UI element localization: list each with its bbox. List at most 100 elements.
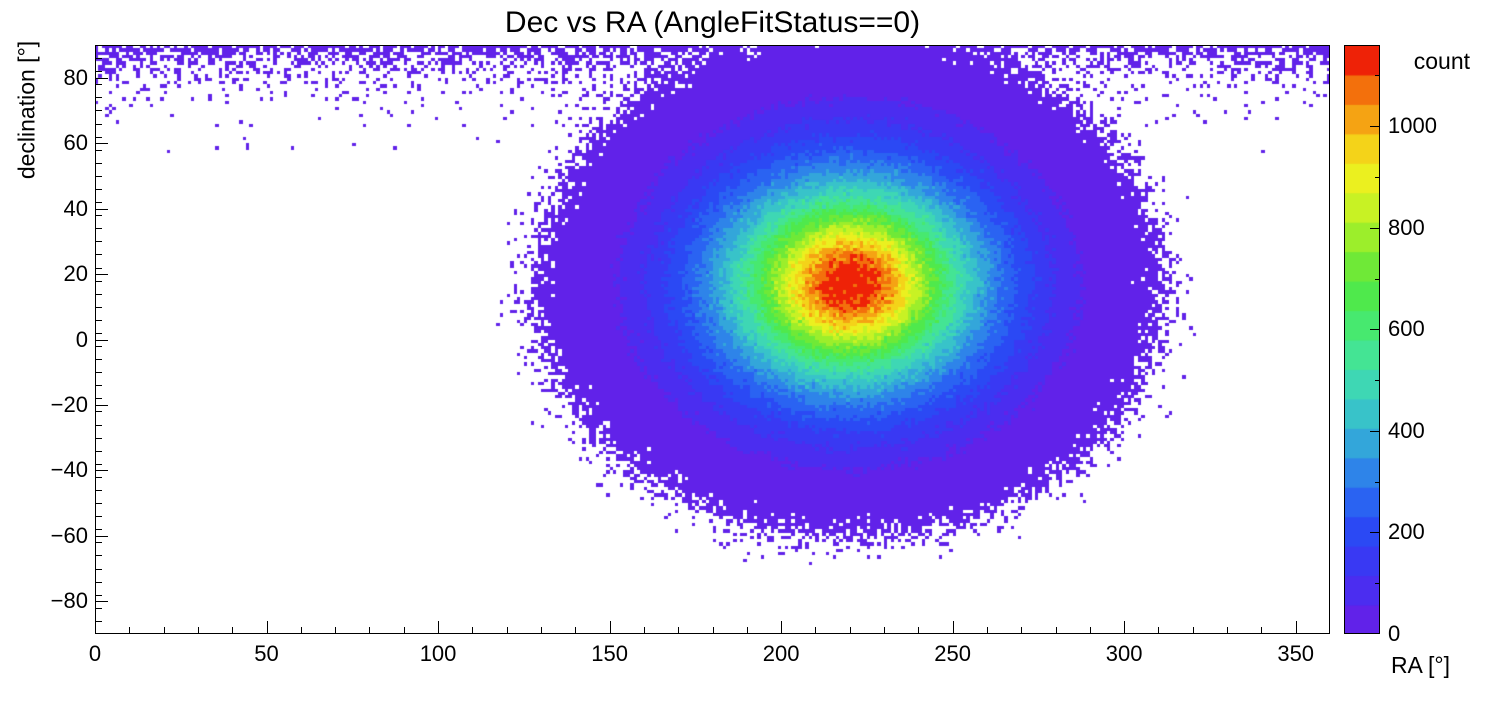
x-minor-tick xyxy=(712,627,714,634)
x-minor-tick xyxy=(815,627,817,634)
x-minor-tick xyxy=(643,627,645,634)
x-minor-tick xyxy=(1158,627,1160,634)
colorbar-minor-tick xyxy=(1375,481,1380,483)
y-minor-tick xyxy=(95,267,102,269)
y-tick xyxy=(95,143,108,145)
y-minor-tick xyxy=(95,149,102,151)
y-minor-tick xyxy=(95,542,102,544)
y-minor-tick xyxy=(95,437,102,439)
chart-title: Dec vs RA (AngleFitStatus==0) xyxy=(504,6,921,39)
y-minor-tick xyxy=(95,280,102,282)
x-tick-label: 300 xyxy=(1105,641,1143,666)
x-tick xyxy=(95,621,96,634)
x-minor-tick xyxy=(678,627,680,634)
x-minor-tick xyxy=(472,627,474,634)
x-minor-tick xyxy=(884,627,886,634)
y-minor-tick xyxy=(95,228,102,230)
y-minor-tick xyxy=(95,332,102,334)
y-minor-tick xyxy=(95,620,102,622)
y-minor-tick xyxy=(95,254,102,256)
y-minor-tick xyxy=(95,463,102,465)
y-minor-tick xyxy=(95,58,102,60)
colorbar-tick xyxy=(1370,329,1380,331)
x-tick-label: 150 xyxy=(591,641,628,666)
x-minor-tick xyxy=(506,627,508,634)
colorbar-tick-label: 400 xyxy=(1388,417,1425,443)
y-minor-tick xyxy=(95,424,102,426)
y-tick xyxy=(95,77,108,79)
y-tick-label: 0 xyxy=(75,326,88,352)
y-minor-tick xyxy=(95,372,102,374)
y-minor-tick xyxy=(95,306,102,308)
y-minor-tick xyxy=(95,123,102,125)
y-minor-tick xyxy=(95,71,102,73)
y-minor-tick xyxy=(95,529,102,531)
colorbar-tick xyxy=(1370,633,1380,634)
colorbar-minor-tick xyxy=(1375,278,1380,280)
y-minor-tick xyxy=(95,411,102,413)
y-tick xyxy=(95,339,108,341)
x-tick-label: 50 xyxy=(254,641,279,666)
colorbar-minor-tick xyxy=(1375,177,1380,179)
colorbar-minor-tick xyxy=(1375,75,1380,77)
y-minor-tick xyxy=(95,568,102,570)
y-tick-label: −20 xyxy=(50,391,88,417)
colorbar-tick xyxy=(1370,227,1380,229)
x-minor-tick xyxy=(849,627,851,634)
x-axis-title: RA [°] xyxy=(1390,652,1450,678)
colorbar-tick xyxy=(1370,126,1380,128)
x-minor-tick xyxy=(300,627,302,634)
colorbar-title: count xyxy=(1413,48,1470,74)
colorbar-tick xyxy=(1370,532,1380,534)
colorbar-tick xyxy=(1370,430,1380,432)
heatmap-canvas xyxy=(95,45,1330,634)
x-tick xyxy=(781,621,783,634)
y-minor-tick xyxy=(95,607,102,609)
x-tick-label: 250 xyxy=(934,641,971,666)
x-minor-tick xyxy=(163,627,165,634)
y-minor-tick xyxy=(95,359,102,361)
y-minor-tick xyxy=(95,346,102,348)
x-minor-tick xyxy=(403,627,405,634)
x-minor-tick xyxy=(1089,627,1091,634)
x-tick-label: 0 xyxy=(88,641,102,666)
y-tick-label: 80 xyxy=(63,64,88,90)
x-minor-tick xyxy=(746,627,748,634)
y-minor-tick xyxy=(95,110,102,112)
y-minor-tick xyxy=(95,175,102,177)
y-tick xyxy=(95,601,108,603)
x-tick xyxy=(438,621,440,634)
y-minor-tick xyxy=(95,97,102,99)
colorbar-tick-label: 600 xyxy=(1388,316,1425,342)
y-minor-tick xyxy=(95,476,102,478)
x-minor-tick xyxy=(1261,627,1263,634)
y-tick xyxy=(95,274,108,276)
y-minor-tick xyxy=(95,84,102,86)
y-minor-tick xyxy=(95,503,102,505)
y-tick-label: −60 xyxy=(50,522,88,548)
y-tick-label: 20 xyxy=(63,261,88,287)
colorbar-tick-label: 1000 xyxy=(1388,113,1437,139)
colorbar-minor-tick xyxy=(1375,380,1380,382)
x-minor-tick xyxy=(232,627,234,634)
colorbar-tick-label: 800 xyxy=(1388,214,1425,240)
y-tick-label: 60 xyxy=(63,130,88,156)
y-tick-label: −40 xyxy=(50,457,88,483)
x-minor-tick xyxy=(197,627,199,634)
x-tick xyxy=(609,621,611,634)
x-tick xyxy=(952,621,954,634)
y-tick-label: −80 xyxy=(50,588,88,614)
y-minor-tick xyxy=(95,594,102,596)
y-minor-tick xyxy=(95,555,102,557)
x-minor-tick xyxy=(129,627,131,634)
colorbar-tick-label: 200 xyxy=(1388,519,1425,545)
y-axis-title: declination [°] xyxy=(13,40,40,180)
y-minor-tick xyxy=(95,215,102,217)
y-minor-tick xyxy=(95,490,102,492)
colorbar-tick-label: 0 xyxy=(1388,621,1401,646)
colorbar-minor-tick xyxy=(1375,583,1380,585)
x-minor-tick xyxy=(540,627,542,634)
x-minor-tick xyxy=(369,627,371,634)
x-minor-tick xyxy=(1021,627,1023,634)
